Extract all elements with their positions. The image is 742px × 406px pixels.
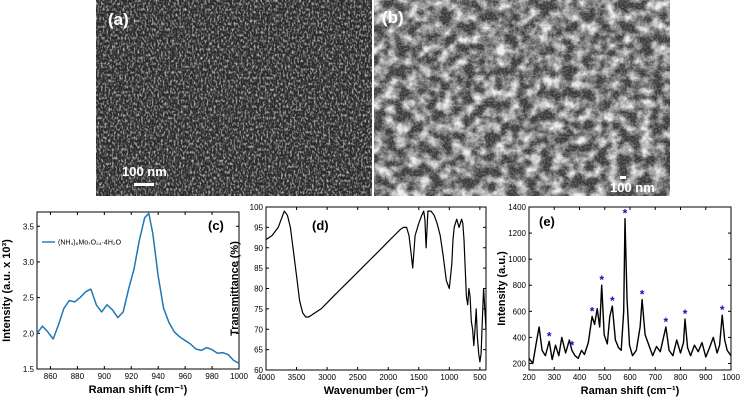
chart-e-ytick-label: 800: [513, 281, 527, 290]
chart-c-ytick-label: 3.5: [23, 222, 35, 231]
chart-c-xlabel: Raman shift (cm⁻¹): [89, 384, 188, 396]
scale-bar-b: [620, 176, 626, 179]
chart-c-panel-label: (c): [208, 218, 224, 233]
chart-e-peak-marker: *: [610, 294, 615, 308]
chart-e-ytick-label: 1400: [508, 203, 526, 212]
chart-e-xtick-label: 1000: [722, 373, 740, 382]
chart-c-legend-label: (NH₄)₆Mo₇O₂₄·4H₂O: [58, 240, 122, 247]
chart-d-ytick-label: 90: [254, 244, 263, 253]
chart-e-xtick-label: 700: [649, 373, 663, 382]
sem-texture-b: [374, 0, 670, 196]
chart-e-xtick-label: 200: [522, 373, 536, 382]
chart-e-xtick-label: 400: [573, 373, 587, 382]
chart-e-xtick-label: 500: [598, 373, 612, 382]
chart-e-peak-marker: *: [590, 305, 595, 319]
chart-d-ylabel: Transmittance (%): [229, 241, 241, 336]
chart-e-xlabel: Raman shift (cm⁻¹): [581, 385, 680, 397]
chart-c-ytick-label: 3.0: [23, 258, 35, 267]
chart-e-ytick-label: 400: [513, 333, 527, 342]
chart-e-xtick-label: 300: [548, 373, 562, 382]
chart-d-xtick-label: 500: [473, 373, 487, 382]
chart-c-xtick-label: 860: [44, 372, 58, 381]
chart-d-ytick-label: 85: [254, 264, 263, 273]
chart-d-xtick-label: 3000: [318, 373, 336, 382]
chart-c-ytick-label: 2.0: [23, 329, 35, 338]
chart-d-frame: [265, 206, 487, 371]
chart-d-xtick-label: 1500: [410, 373, 428, 382]
chart-e-xtick-label: 900: [699, 373, 713, 382]
chart-e-panel-label: (e): [539, 214, 555, 229]
chart-c-ylabel: Intensity (a.u. x 10³): [1, 239, 13, 342]
chart-d-xtick-label: 1000: [440, 373, 458, 382]
chart-e-xtick-label: 800: [674, 373, 688, 382]
chart-c-xtick-label: 980: [205, 372, 219, 381]
chart-e-peak-marker: *: [720, 303, 725, 317]
sem-image-a: (a) 100 nm: [96, 0, 372, 196]
chart-d-ytick-label: 95: [254, 223, 263, 232]
chart-c-series-line: [36, 212, 240, 364]
chart-d-xtick-label: 2000: [379, 373, 397, 382]
chart-c-xtick-label: 940: [152, 372, 166, 381]
chart-e-peak-marker: *: [683, 307, 688, 321]
chart-e-ytick-label: 600: [513, 307, 527, 316]
chart-c-xtick-label: 920: [125, 372, 139, 381]
chart-e-peak-marker: *: [623, 207, 628, 221]
chart-c-xtick-label: 900: [98, 372, 112, 381]
scale-text-a: 100 nm: [122, 164, 167, 179]
sem-label-b: (b): [382, 8, 404, 27]
chart-d-ytick-label: 100: [250, 203, 264, 212]
chart-e-ytick-label: 1200: [508, 229, 526, 238]
chart-c-xtick-label: 960: [178, 372, 192, 381]
chart-e: 200 300 400 500 600 700 800 900 1000 200 400 600 800…: [496, 203, 740, 397]
chart-d-ytick-label: 80: [254, 285, 263, 294]
sem-label-a: (a): [108, 10, 129, 29]
chart-e-ylabel: Intensity (a.u.): [496, 251, 508, 326]
chart-d-xtick-label: 2500: [349, 373, 367, 382]
chart-e-xtick-label: 600: [623, 373, 637, 382]
chart-e-ytick-label: 200: [513, 359, 527, 368]
chart-c-xtick-label: 1000: [230, 372, 248, 381]
chart-e-peak-marker: *: [664, 315, 669, 329]
chart-c-ytick-label: 1.5: [23, 365, 35, 374]
chart-c-frame: [36, 211, 240, 370]
chart-d: 4000 3500 3000 2500 2000 1500 1000 500 60 65 70 75 8…: [229, 203, 487, 397]
chart-d-xtick-label: 3500: [288, 373, 306, 382]
chart-e-ytick-label: 1000: [508, 255, 526, 264]
sem-image-b: (b) 100 nm: [374, 0, 670, 196]
chart-c: 860 880 900 920 940 960 980 1000 1.5 2.0 2.5 3.0 3.5…: [1, 211, 248, 396]
sem-texture-a: [96, 0, 372, 196]
chart-c-ytick-label: 2.5: [23, 294, 35, 303]
chart-e-peak-marker: *: [570, 338, 575, 352]
chart-c-xtick-label: 880: [71, 372, 85, 381]
chart-d-ytick-label: 60: [254, 366, 263, 375]
chart-d-ytick-label: 70: [254, 325, 263, 334]
chart-e-series-line: [528, 217, 732, 365]
chart-d-ytick-label: 65: [254, 346, 263, 355]
scale-bar-a: [134, 183, 154, 186]
chart-e-peak-marker: *: [547, 329, 552, 343]
chart-d-series-line: [265, 210, 487, 363]
chart-d-panel-label: (d): [312, 218, 329, 233]
chart-d-ytick-label: 75: [254, 305, 263, 314]
chart-e-peak-marker: *: [640, 288, 645, 302]
scale-text-b: 100 nm: [610, 180, 655, 195]
chart-d-xtick-label: 4000: [257, 373, 275, 382]
chart-e-peak-marker: *: [599, 273, 604, 287]
chart-d-xlabel: Wavenumber (cm⁻¹): [324, 385, 429, 397]
